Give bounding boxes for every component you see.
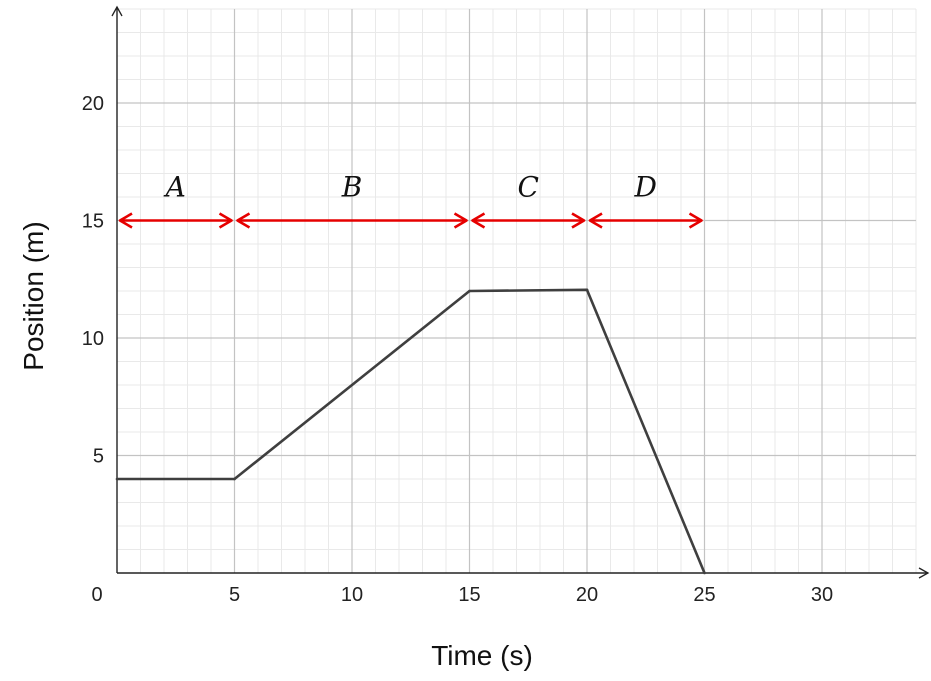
y-tick-label: 5 bbox=[93, 446, 104, 468]
y-tick-label: 20 bbox=[82, 93, 104, 115]
interval-b: B bbox=[236, 171, 468, 229]
interval-arrow-head-right bbox=[571, 212, 586, 229]
interval-arrow-head-right bbox=[688, 212, 703, 229]
x-tick-label: 20 bbox=[576, 584, 598, 606]
x-tick-label: 0 bbox=[91, 584, 102, 606]
interval-arrow-head-right bbox=[453, 212, 468, 229]
x-tick-label: 15 bbox=[458, 584, 480, 606]
interval-label: B bbox=[341, 171, 363, 204]
y-tick-label: 10 bbox=[82, 328, 104, 350]
interval-arrow-head-left bbox=[588, 212, 603, 229]
data-point bbox=[468, 289, 471, 293]
interval-d: D bbox=[588, 171, 703, 229]
y-tick-label: 15 bbox=[82, 211, 104, 233]
position-series-line bbox=[117, 288, 706, 574]
data-point bbox=[703, 571, 706, 575]
x-tick-label: 30 bbox=[811, 584, 833, 606]
x-tick-label: 25 bbox=[693, 584, 715, 606]
interval-arrow-head-right bbox=[218, 212, 233, 229]
data-point bbox=[585, 288, 589, 292]
interval-arrow-head-left bbox=[236, 212, 251, 229]
x-tick-label: 5 bbox=[229, 584, 240, 606]
data-point bbox=[115, 477, 119, 481]
interval-layer: A B C D bbox=[118, 171, 703, 229]
interval-a: A bbox=[118, 171, 233, 229]
interval-label: C bbox=[518, 171, 539, 204]
interval-label: D bbox=[634, 171, 657, 204]
interval-c: C bbox=[471, 171, 586, 229]
y-axis-title: Position (m) bbox=[18, 221, 49, 370]
interval-arrow-head-left bbox=[118, 212, 133, 229]
data-point bbox=[233, 477, 236, 481]
x-tick-label: 10 bbox=[341, 584, 363, 606]
series-layer bbox=[115, 288, 706, 575]
interval-arrow-head-left bbox=[471, 212, 486, 229]
tick-labels: 0 5 10 15 20 25 30 5 10 15 20 bbox=[82, 93, 833, 606]
interval-label: A bbox=[163, 171, 186, 204]
x-axis-title: Time (s) bbox=[431, 640, 533, 671]
